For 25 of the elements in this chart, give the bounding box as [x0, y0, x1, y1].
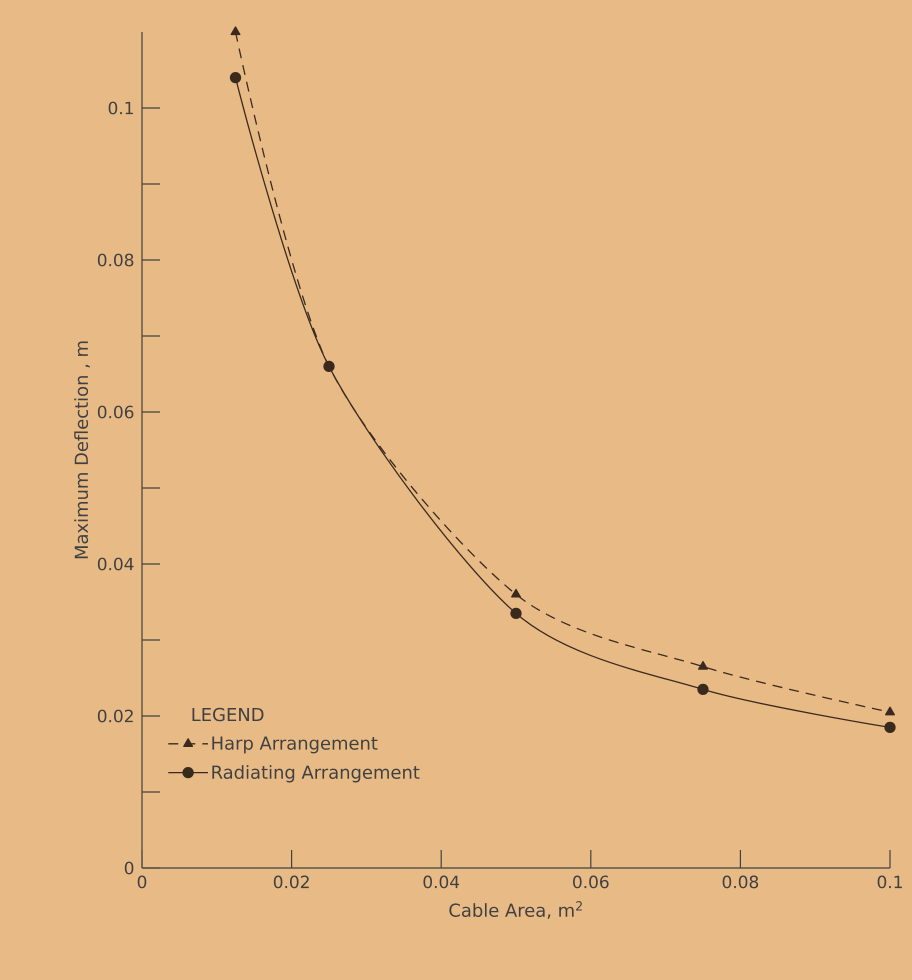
x-axis-title: Cable Area, m$^{2}$	[449, 901, 582, 919]
x-tick-label: 0.1	[878, 876, 902, 888]
x-tick-label: 0.04	[423, 876, 460, 888]
y-tick-label: 0	[124, 862, 134, 874]
y-axis-title: Maximum Deflection , m	[74, 342, 90, 558]
x-tick-label: 0	[138, 876, 146, 888]
point	[697, 684, 709, 696]
point	[698, 660, 708, 670]
y-tick-label: 0.1	[108, 102, 133, 114]
x-tick-label: 0.08	[722, 876, 758, 888]
y-tick-label: 0.06	[98, 406, 134, 418]
legend-label: Harp Arrangement	[212, 736, 378, 754]
x-tick-label: 0.02	[274, 876, 309, 888]
point	[230, 26, 240, 36]
point	[885, 706, 895, 716]
legend-title: LEGEND	[192, 708, 264, 722]
point	[511, 588, 521, 598]
point	[230, 72, 242, 84]
y-tick-label: 0.04	[98, 558, 134, 570]
point	[884, 722, 896, 734]
point	[510, 608, 522, 620]
y-tick-label: 0.08	[98, 254, 134, 266]
legend-label: Radiating Arrangement	[212, 765, 420, 782]
y-tick-label: 0.02	[98, 710, 133, 722]
x-tick-label: 0.06	[573, 876, 609, 888]
